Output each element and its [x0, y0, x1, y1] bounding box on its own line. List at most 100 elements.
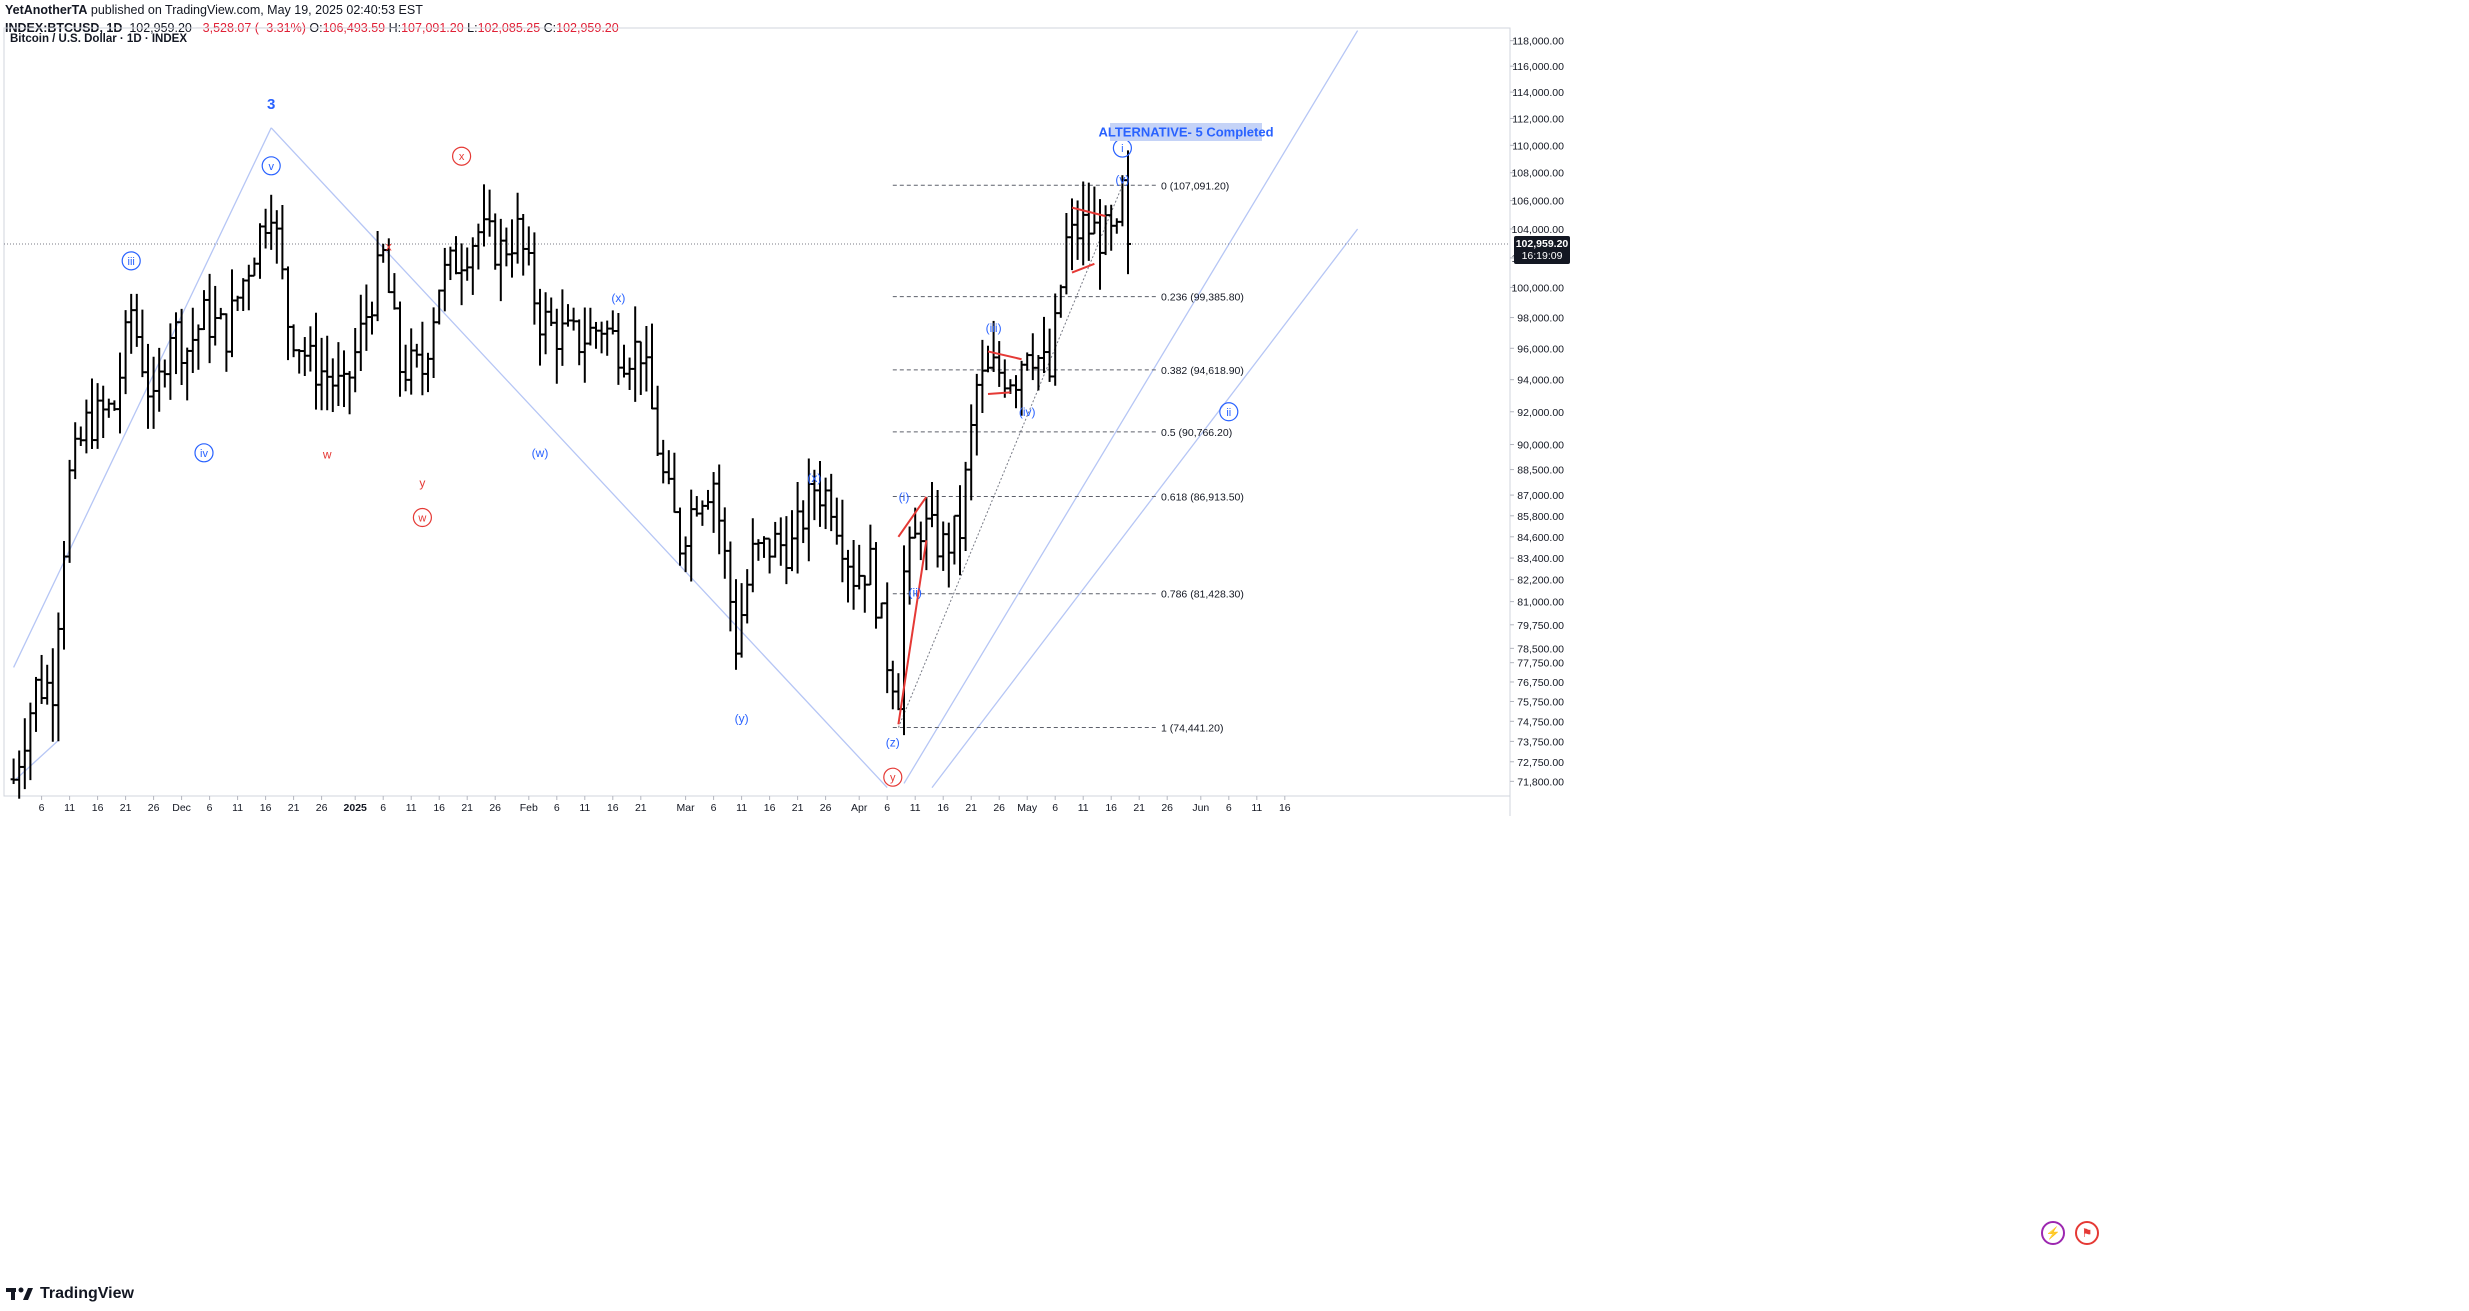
tradingview-logo-icon	[6, 1287, 33, 1300]
ohlc-bar	[89, 378, 95, 449]
ohlc-bar	[733, 579, 739, 670]
time-tick-label: 26	[148, 802, 160, 814]
wave-text: (z)	[886, 735, 900, 749]
ohlc-bar	[744, 569, 751, 624]
price-tick-label: 75,750.00	[1517, 697, 1564, 709]
ohlc-bar	[1041, 316, 1047, 374]
ohlc-bar	[408, 328, 415, 395]
ohlc-bar	[637, 340, 644, 395]
ohlc-bar	[514, 192, 521, 264]
time-tick-label: 11	[1251, 802, 1262, 814]
time-tick-label: 11	[579, 802, 590, 814]
ohlc-bar	[178, 308, 185, 385]
ohlc-bar	[262, 208, 269, 249]
ohlc-bar	[1069, 198, 1075, 271]
ohlc-bar	[1029, 333, 1036, 381]
time-tick-label: 16	[607, 802, 619, 814]
last-price-tag-bg	[1514, 235, 1570, 264]
wave-label: (y)	[735, 711, 749, 725]
ohlc-bar	[307, 326, 314, 372]
ohlc-bar	[985, 345, 991, 373]
ohlc-bar	[906, 526, 913, 605]
ohlc-bar	[531, 232, 538, 325]
ohlc-bar	[72, 422, 79, 480]
wave-circle	[452, 146, 472, 166]
wave-text: iii	[128, 256, 135, 268]
ohlc-bar	[649, 323, 655, 410]
ohlc-bar	[1091, 186, 1098, 235]
wave-text: 3	[267, 96, 275, 113]
wave-text: y	[890, 772, 896, 784]
pattern-line	[897, 540, 928, 725]
time-tick-label: 6	[554, 802, 560, 814]
flag-icon[interactable]: ⚑	[2075, 1221, 2099, 1245]
time-tick-label: 2025	[344, 802, 368, 814]
ohlc-bar	[352, 328, 359, 393]
ohlc-bar	[738, 583, 745, 658]
ohlc-bar	[1125, 150, 1131, 275]
ohlc-bar	[1001, 359, 1008, 398]
ohlc-bar	[33, 676, 39, 732]
fib-level-label: 1 (74,441.20)	[1161, 722, 1223, 734]
ohlc-bar	[1085, 182, 1092, 261]
ohlc-bar	[845, 549, 851, 603]
ohlc-bar	[223, 313, 230, 372]
time-tick-label: 6	[1226, 802, 1232, 814]
price-tick-label: 84,600.00	[1517, 532, 1564, 544]
tradingview-logo[interactable]: TradingView	[6, 1284, 134, 1304]
pattern-line	[1071, 206, 1106, 218]
ohlc-bar	[318, 337, 325, 411]
time-tick-label: 16	[937, 802, 949, 814]
price-axis: 118,000.00 116,000.00 114,000.00 112,000.00…	[1510, 36, 1564, 788]
ohlc-bar	[464, 247, 471, 281]
ohlc-bar	[61, 540, 67, 650]
ohlc-bar	[385, 238, 392, 294]
ohlc-bar	[800, 500, 807, 544]
ohlc-bar	[615, 312, 622, 385]
ohlc-bar	[570, 307, 577, 331]
ohlc-bar	[559, 289, 566, 366]
wave-text: (y)	[735, 711, 749, 725]
lightning-icon[interactable]: ⚡	[2041, 1221, 2065, 1245]
wave-label: w	[322, 447, 332, 461]
ohlc-bar	[705, 489, 711, 510]
ohlc-bar	[273, 210, 280, 264]
ohlc-bar	[240, 278, 247, 311]
fib-level-label: 0.236 (99,385.80)	[1161, 292, 1244, 304]
channel-lines	[13, 30, 1359, 789]
channel-line	[13, 127, 272, 668]
wave-text: i	[1121, 143, 1123, 155]
wave-label: (x)	[611, 291, 625, 305]
ohlc-bar	[839, 499, 846, 583]
ohlc-bar	[83, 399, 90, 454]
ohlc-bar	[161, 359, 168, 388]
time-tick-label: 11	[232, 802, 243, 814]
wave-circle	[121, 251, 141, 271]
ohlc-bar	[397, 301, 403, 397]
ohlc-bar	[766, 537, 773, 574]
ohlc-bar	[49, 648, 56, 742]
ohlc-bar	[856, 544, 863, 590]
ohlc-bar	[1102, 205, 1109, 256]
ohlc-bar	[699, 500, 706, 526]
time-tick-label: 6	[884, 802, 890, 814]
wave-label: 3	[267, 96, 275, 113]
ohlc-bar	[581, 307, 588, 383]
time-tick-label: May	[1017, 802, 1038, 814]
wave-text: (i)	[899, 490, 910, 504]
ohlc-bar	[346, 371, 353, 415]
publisher-name[interactable]: YetAnotherTA	[5, 3, 88, 17]
fib-level-label: 0 (107,091.20)	[1161, 180, 1229, 192]
time-tick-label: 21	[635, 802, 647, 814]
ohlc-bar	[167, 323, 174, 400]
price-tick-label: 106,000.00	[1511, 196, 1564, 208]
ohlc-bar	[458, 243, 465, 306]
ohlc-bar	[817, 460, 823, 527]
ohlc-bar	[1035, 355, 1042, 391]
ohlc-bar	[884, 582, 891, 694]
ohlc-bar	[1074, 200, 1081, 260]
annotation-box	[1110, 123, 1262, 141]
ohlc-bars	[10, 150, 1131, 799]
tradingview-brand: TradingView	[40, 1285, 134, 1302]
